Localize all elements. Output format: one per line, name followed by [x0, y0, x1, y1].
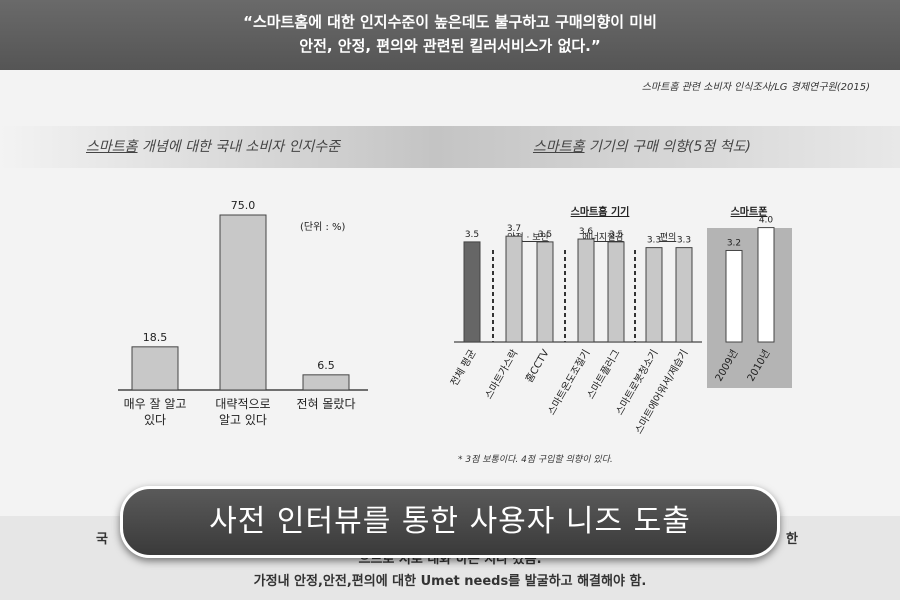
- awareness-value-label: 18.5: [143, 331, 168, 344]
- intent-value-label: 4.0: [759, 216, 774, 226]
- footer-side-left: 국: [96, 532, 108, 547]
- awareness-value-label: 6.5: [317, 359, 335, 372]
- source-citation: 스마트홈 관련 소비자 인식조사/LG 경제연구원(2015): [641, 82, 870, 93]
- left-title-rest: 개념에 대한 국내 소비자 인지수준: [137, 139, 341, 155]
- awareness-bar: [302, 374, 350, 391]
- intent-value-label: 3.3: [677, 236, 691, 246]
- intent-category-label: 홈CCTV: [522, 347, 551, 385]
- intent-category-label: 전체 평균: [448, 348, 478, 389]
- section-banner: 사전 인터뷰를 통한 사용자 니즈 도출: [120, 486, 780, 558]
- group-title-smartphone: 스마트폰: [731, 205, 768, 218]
- subgroup-label: 안전 · 보안: [507, 232, 549, 243]
- intent-bar: [463, 241, 481, 343]
- awareness-bar: [131, 346, 179, 391]
- purchase-intent-footnote: * 3점 보통이다. 4점 구입할 의향이 있다.: [458, 455, 613, 465]
- intent-bar: [577, 238, 595, 343]
- awareness-category-label: 전혀 몰랐다: [296, 397, 355, 411]
- awareness-category-label: 알고 있다: [219, 413, 267, 427]
- header-line-2: 안전, 안정, 편의와 관련된 킬러서비스가 없다.”: [299, 37, 601, 55]
- intent-bar: [536, 241, 554, 343]
- header-line-1: “스마트홈에 대한 인지수준이 높은데도 불구하고 구매의향이 미비: [243, 13, 657, 31]
- awareness-category-label: 매우 잘 알고: [124, 397, 187, 411]
- left-title-underlined: 스마트홈: [86, 139, 138, 155]
- subgroup-label: 편의: [660, 231, 677, 243]
- right-panel-title: 스마트홈 기기의 구매 의향(5점 척도): [435, 126, 900, 168]
- intent-bar: [645, 247, 663, 343]
- intent-bar: [725, 249, 743, 343]
- right-title-underlined: 스마트홈: [533, 139, 585, 155]
- right-title-rest: 기기의 구매 의향(5점 척도): [584, 139, 751, 155]
- intent-value-label: 3.5: [538, 230, 552, 240]
- left-panel-title: 스마트홈 개념에 대한 국내 소비자 인지수준: [0, 126, 435, 168]
- intent-value-label: 3.7: [507, 224, 521, 234]
- header-quote: “스마트홈에 대한 인지수준이 높은데도 불구하고 구매의향이 미비 안전, 안…: [0, 0, 900, 70]
- intent-category-label: 스마트가스락: [483, 348, 521, 402]
- awareness-category-label: 대략적으로: [215, 397, 270, 411]
- intent-value-label: 3.5: [609, 230, 623, 240]
- intent-value-label: 3.6: [579, 227, 594, 237]
- intent-category-label: 스마트에어워셔/제습기: [632, 347, 691, 436]
- awareness-bar: [219, 214, 267, 391]
- smartphone-group-background: [707, 228, 792, 388]
- intent-value-label: 3.2: [727, 238, 741, 248]
- group-title-smarthome: 스마트홈 기기: [571, 205, 630, 218]
- intent-bar: [757, 227, 775, 343]
- intent-bar: [607, 241, 625, 343]
- awareness-category-label: 있다: [144, 413, 166, 427]
- footer-line-2: 가정내 안정,안전,편의에 대한 Umet needs를 발굴하고 해결해야 함…: [253, 574, 647, 589]
- intent-value-label: 3.5: [465, 230, 479, 240]
- awareness-value-label: 75.0: [231, 199, 256, 212]
- intent-bar: [505, 235, 523, 343]
- footer-side-right: 한: [786, 532, 798, 547]
- awareness-unit-note: (단위 : %): [300, 220, 346, 233]
- intent-bar: [675, 247, 693, 343]
- intent-category-label: 스마트온도조절기: [545, 347, 593, 417]
- intent-value-label: 3.3: [647, 236, 661, 246]
